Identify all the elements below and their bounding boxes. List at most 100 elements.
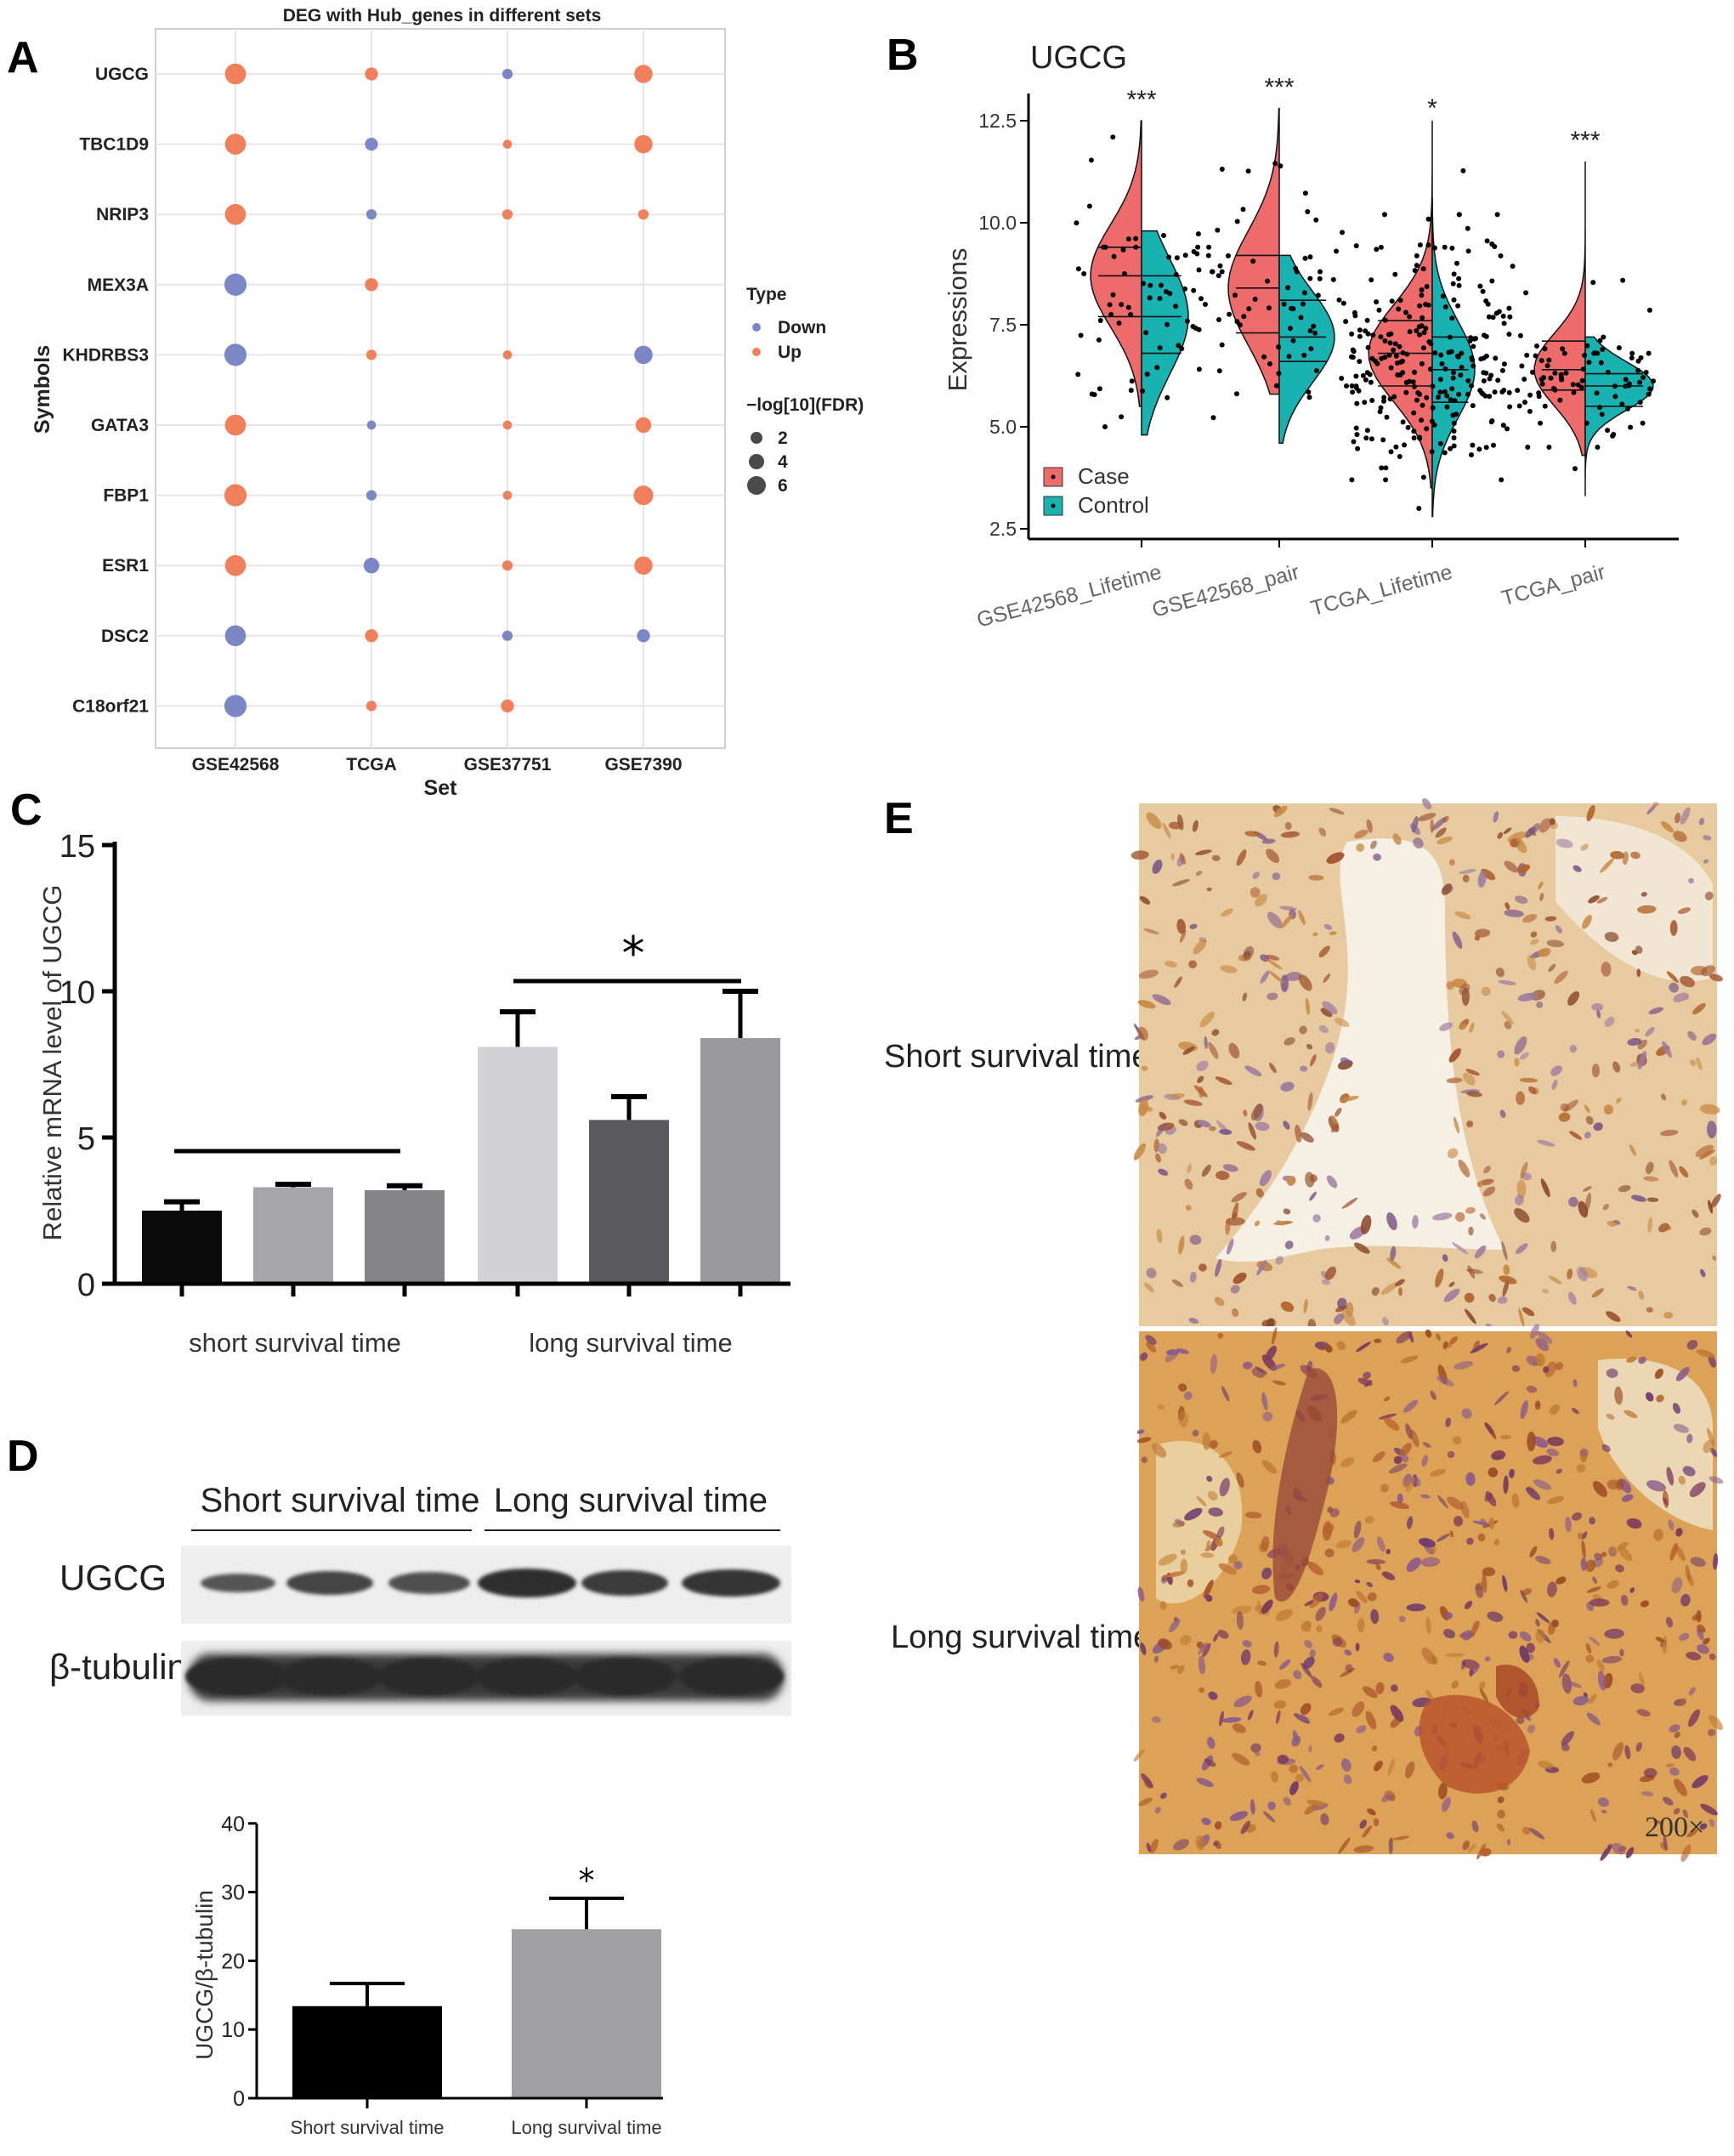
tissue-cell: [1503, 1264, 1510, 1275]
tissue-cell: [1139, 896, 1151, 905]
jitter-point: [1121, 271, 1127, 276]
tissue-cell: [1413, 837, 1424, 849]
y-tick-label-10: 10: [60, 975, 95, 1011]
jitter-point: [1411, 410, 1417, 416]
y-tick-gata3: GATA3: [91, 416, 149, 435]
tissue-cell: [1251, 1367, 1266, 1378]
tissue-cell: [1225, 1217, 1245, 1226]
tissue-cell: [1708, 1653, 1716, 1660]
tissue-cell: [1155, 1122, 1167, 1138]
tissue-cell: [1592, 1480, 1607, 1497]
jitter-point: [1504, 426, 1510, 432]
point-fbp1-gse42568: [224, 484, 247, 507]
tissue-cell: [1474, 1245, 1487, 1259]
tissue-cell: [1620, 1594, 1629, 1606]
tissue-cell: [1188, 1317, 1199, 1325]
tissue-cell: [1218, 1563, 1238, 1575]
legend-size-2-label: 2: [778, 428, 788, 448]
jitter-point: [1522, 377, 1527, 382]
tissue-cell: [1669, 1724, 1680, 1733]
x-tick-label-tcga-lifetime: TCGA_Lifetime: [1308, 560, 1454, 621]
tissue-cell: [1607, 1762, 1613, 1767]
tissue-cell: [1263, 1811, 1276, 1823]
jitter-point: [1111, 253, 1117, 259]
tissue-cell: [1519, 1077, 1538, 1083]
jitter-point: [1414, 252, 1420, 258]
jitter-point: [1318, 269, 1323, 275]
jitter-point: [1078, 332, 1084, 338]
jitter-point: [1219, 269, 1225, 275]
jitter-point: [1210, 415, 1216, 421]
tissue-cell: [1589, 1598, 1610, 1607]
tissue-cell: [1482, 1186, 1496, 1197]
jitter-point: [1456, 212, 1462, 218]
jitter-point: [1479, 390, 1485, 396]
jitter-point: [1193, 326, 1198, 331]
jitter-point: [1448, 397, 1454, 403]
tissue-cell: [1497, 1050, 1505, 1058]
tissue-cell: [1678, 1632, 1690, 1642]
tissue-cell: [1522, 1827, 1531, 1835]
tissue-cell: [1709, 1156, 1718, 1166]
tissue-cell: [1409, 1429, 1420, 1448]
tissue-cell: [1400, 1355, 1419, 1364]
jitter-point: [1301, 352, 1307, 358]
tissue-cell: [1645, 1027, 1655, 1037]
point-khdrbs3-gse7390: [634, 345, 653, 365]
tissue-cell: [1152, 1716, 1161, 1723]
tissue-cell: [1697, 1627, 1704, 1641]
tissue-cell: [1679, 1166, 1689, 1178]
tissue-cell: [1146, 1842, 1152, 1852]
tissue-cell: [1585, 1115, 1594, 1125]
tissue-cell: [1220, 965, 1238, 973]
jitter-point: [1198, 296, 1204, 302]
tissue-cell: [1381, 1794, 1392, 1802]
jitter-point: [1598, 360, 1604, 366]
tissue-cell: [1329, 1508, 1340, 1518]
tissue-cell: [1367, 1808, 1376, 1816]
jitter-point: [1215, 227, 1221, 233]
tissue-cell: [1515, 895, 1528, 905]
jitter-point: [1493, 355, 1499, 361]
tissue-cell: [1373, 1818, 1380, 1827]
jitter-point: [1250, 258, 1256, 264]
tissue-cell: [1504, 1021, 1512, 1030]
jitter-point: [1392, 271, 1398, 277]
tissue-cell: [1640, 1790, 1654, 1797]
jitter-point: [1412, 268, 1418, 274]
tissue-cell: [1577, 1266, 1589, 1282]
tissue-cell: [1152, 860, 1163, 874]
y-tick-label-3: 10.0: [978, 212, 1017, 234]
tissue-cell: [1466, 1091, 1482, 1098]
tissue-cell: [1635, 1742, 1643, 1752]
tissue-cell: [1708, 973, 1724, 982]
jitter-point: [1357, 333, 1363, 339]
tissue-cell: [1213, 1633, 1219, 1642]
tissue-cell: [1272, 1327, 1278, 1345]
tissue-cell: [1229, 1811, 1249, 1821]
jitter-point: [1437, 377, 1443, 383]
tissue-cell: [1509, 838, 1519, 848]
jitter-point: [1429, 449, 1435, 455]
tissue-cell: [1225, 1218, 1231, 1235]
tissue-cell: [1184, 1507, 1203, 1521]
tissue-cell: [1630, 851, 1640, 860]
jitter-point: [1436, 394, 1441, 400]
tissue-cell: [1152, 994, 1171, 1006]
tissue-cell: [1179, 853, 1187, 865]
tissue-cell: [1680, 1698, 1686, 1706]
jitter-point: [1245, 168, 1251, 174]
tissue-cell: [1194, 849, 1212, 855]
jitter-point: [1448, 445, 1454, 451]
tissue-cell: [1216, 1526, 1225, 1540]
tissue-cell: [1567, 990, 1580, 1006]
jitter-point: [1419, 287, 1425, 292]
jitter-point: [1451, 297, 1457, 303]
tissue-cell: [1178, 1410, 1188, 1428]
tissue-cell: [1178, 1383, 1187, 1392]
tissue-cell: [1447, 1148, 1459, 1159]
jitter-point: [1290, 338, 1296, 343]
tissue-cell: [1275, 1608, 1293, 1621]
jitter-point: [1417, 303, 1423, 309]
